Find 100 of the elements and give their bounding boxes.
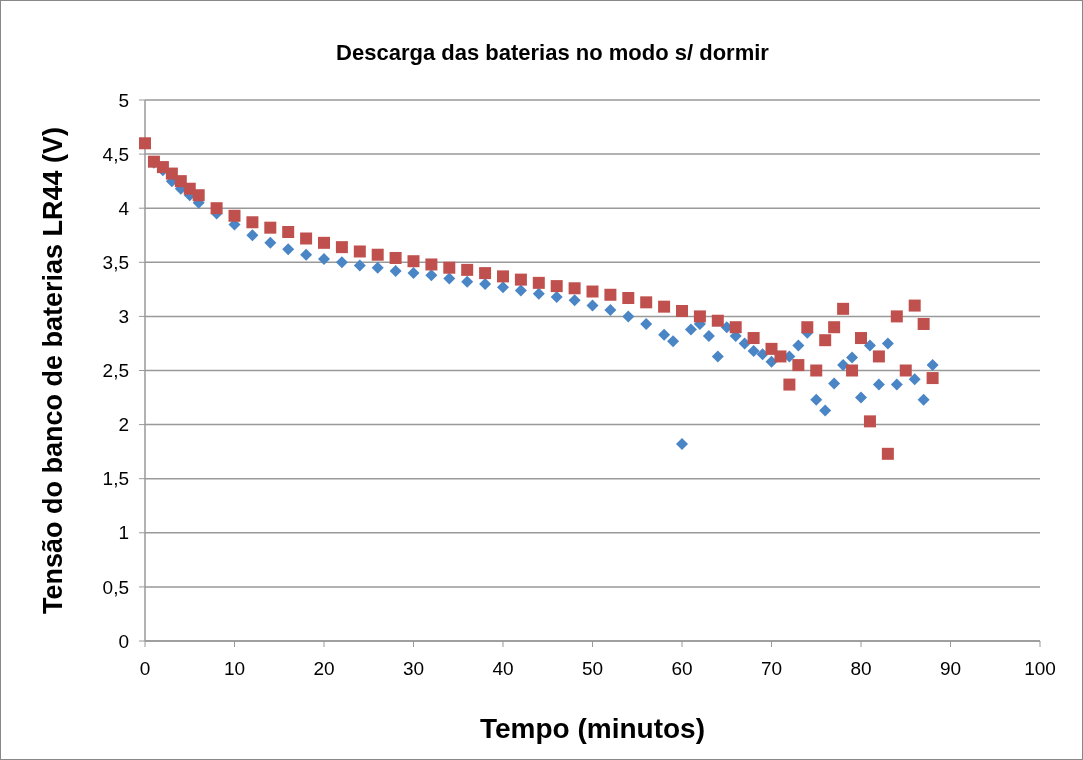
chart-title: Descarga das baterias no modo s/ dormir xyxy=(336,40,770,65)
x-tick-label: 60 xyxy=(671,658,693,679)
point xyxy=(425,269,438,282)
point xyxy=(908,299,921,312)
point xyxy=(568,282,581,295)
point xyxy=(711,350,724,363)
point xyxy=(407,255,420,268)
point xyxy=(604,303,617,316)
point xyxy=(353,245,366,258)
y-tick-label: 5 xyxy=(118,89,129,111)
point xyxy=(246,229,259,242)
point xyxy=(926,372,939,385)
point xyxy=(300,232,313,245)
point xyxy=(846,364,859,377)
point xyxy=(783,378,796,391)
point xyxy=(747,345,760,358)
y-tick-label: 4,5 xyxy=(102,143,129,165)
point xyxy=(711,314,724,327)
x-tick-label: 30 xyxy=(402,658,425,679)
y-tick-label: 4 xyxy=(118,197,130,219)
point xyxy=(318,236,330,249)
point xyxy=(819,404,832,417)
point xyxy=(658,328,671,341)
point xyxy=(819,334,832,347)
point xyxy=(855,332,867,345)
point xyxy=(514,284,527,297)
x-tick-label: 40 xyxy=(492,658,514,679)
point xyxy=(532,287,545,300)
point xyxy=(443,261,456,274)
point xyxy=(371,248,384,261)
point xyxy=(738,337,751,350)
point xyxy=(389,264,402,277)
point xyxy=(855,391,867,404)
point xyxy=(658,300,671,313)
point xyxy=(846,351,859,364)
point xyxy=(318,253,330,266)
x-tick-label: 0 xyxy=(139,658,151,679)
point xyxy=(550,280,563,293)
point xyxy=(371,261,384,274)
point xyxy=(586,285,599,298)
point xyxy=(890,378,903,391)
point xyxy=(872,350,885,363)
point xyxy=(461,275,474,288)
point xyxy=(282,243,295,256)
point xyxy=(335,256,348,269)
point xyxy=(407,267,420,280)
point xyxy=(532,276,545,289)
point xyxy=(335,241,348,254)
point xyxy=(765,355,778,368)
y-axis-title: Tensão do banco de baterias LR44 (V) xyxy=(38,126,68,615)
y-tick-label: 1 xyxy=(118,522,129,544)
x-tick-label: 100 xyxy=(1024,658,1056,679)
point xyxy=(443,272,456,285)
point xyxy=(568,294,581,307)
point xyxy=(917,393,930,406)
y-tick-label: 1,5 xyxy=(102,468,129,490)
point xyxy=(192,189,205,202)
point xyxy=(693,310,706,323)
point xyxy=(810,364,823,377)
point xyxy=(792,359,805,372)
point xyxy=(863,415,876,428)
point xyxy=(461,263,474,276)
point xyxy=(264,236,277,249)
point xyxy=(300,248,313,261)
point xyxy=(899,364,912,377)
point xyxy=(926,359,939,372)
point xyxy=(479,267,492,280)
point xyxy=(139,137,151,150)
x-axis-title: Tempo (minutos) xyxy=(479,713,706,744)
point xyxy=(497,270,509,283)
x-tick-label: 90 xyxy=(939,658,962,679)
point xyxy=(756,348,769,361)
x-tick-label: 50 xyxy=(581,658,604,679)
point xyxy=(917,317,930,330)
x-tick-label: 70 xyxy=(760,658,783,679)
point xyxy=(837,302,850,315)
point xyxy=(828,321,841,334)
point xyxy=(586,299,599,312)
point xyxy=(774,350,787,363)
point xyxy=(729,321,742,334)
y-tick-label: 2 xyxy=(118,414,129,436)
point xyxy=(810,393,823,406)
point xyxy=(622,292,635,305)
y-tick-label: 3,5 xyxy=(102,251,129,273)
point xyxy=(640,317,653,330)
point xyxy=(908,373,921,386)
point xyxy=(837,359,850,372)
point xyxy=(640,296,653,309)
point xyxy=(890,310,903,323)
point xyxy=(863,339,876,352)
point xyxy=(389,251,402,264)
point xyxy=(881,337,894,350)
x-tick-label: 80 xyxy=(850,658,872,679)
y-tick-label: 0 xyxy=(118,630,129,652)
point xyxy=(264,221,277,234)
y-tick-label: 2,5 xyxy=(102,360,129,382)
x-tick-label: 20 xyxy=(313,658,335,679)
point xyxy=(828,377,841,390)
point xyxy=(353,259,366,272)
x-tick-label: 10 xyxy=(223,658,246,679)
